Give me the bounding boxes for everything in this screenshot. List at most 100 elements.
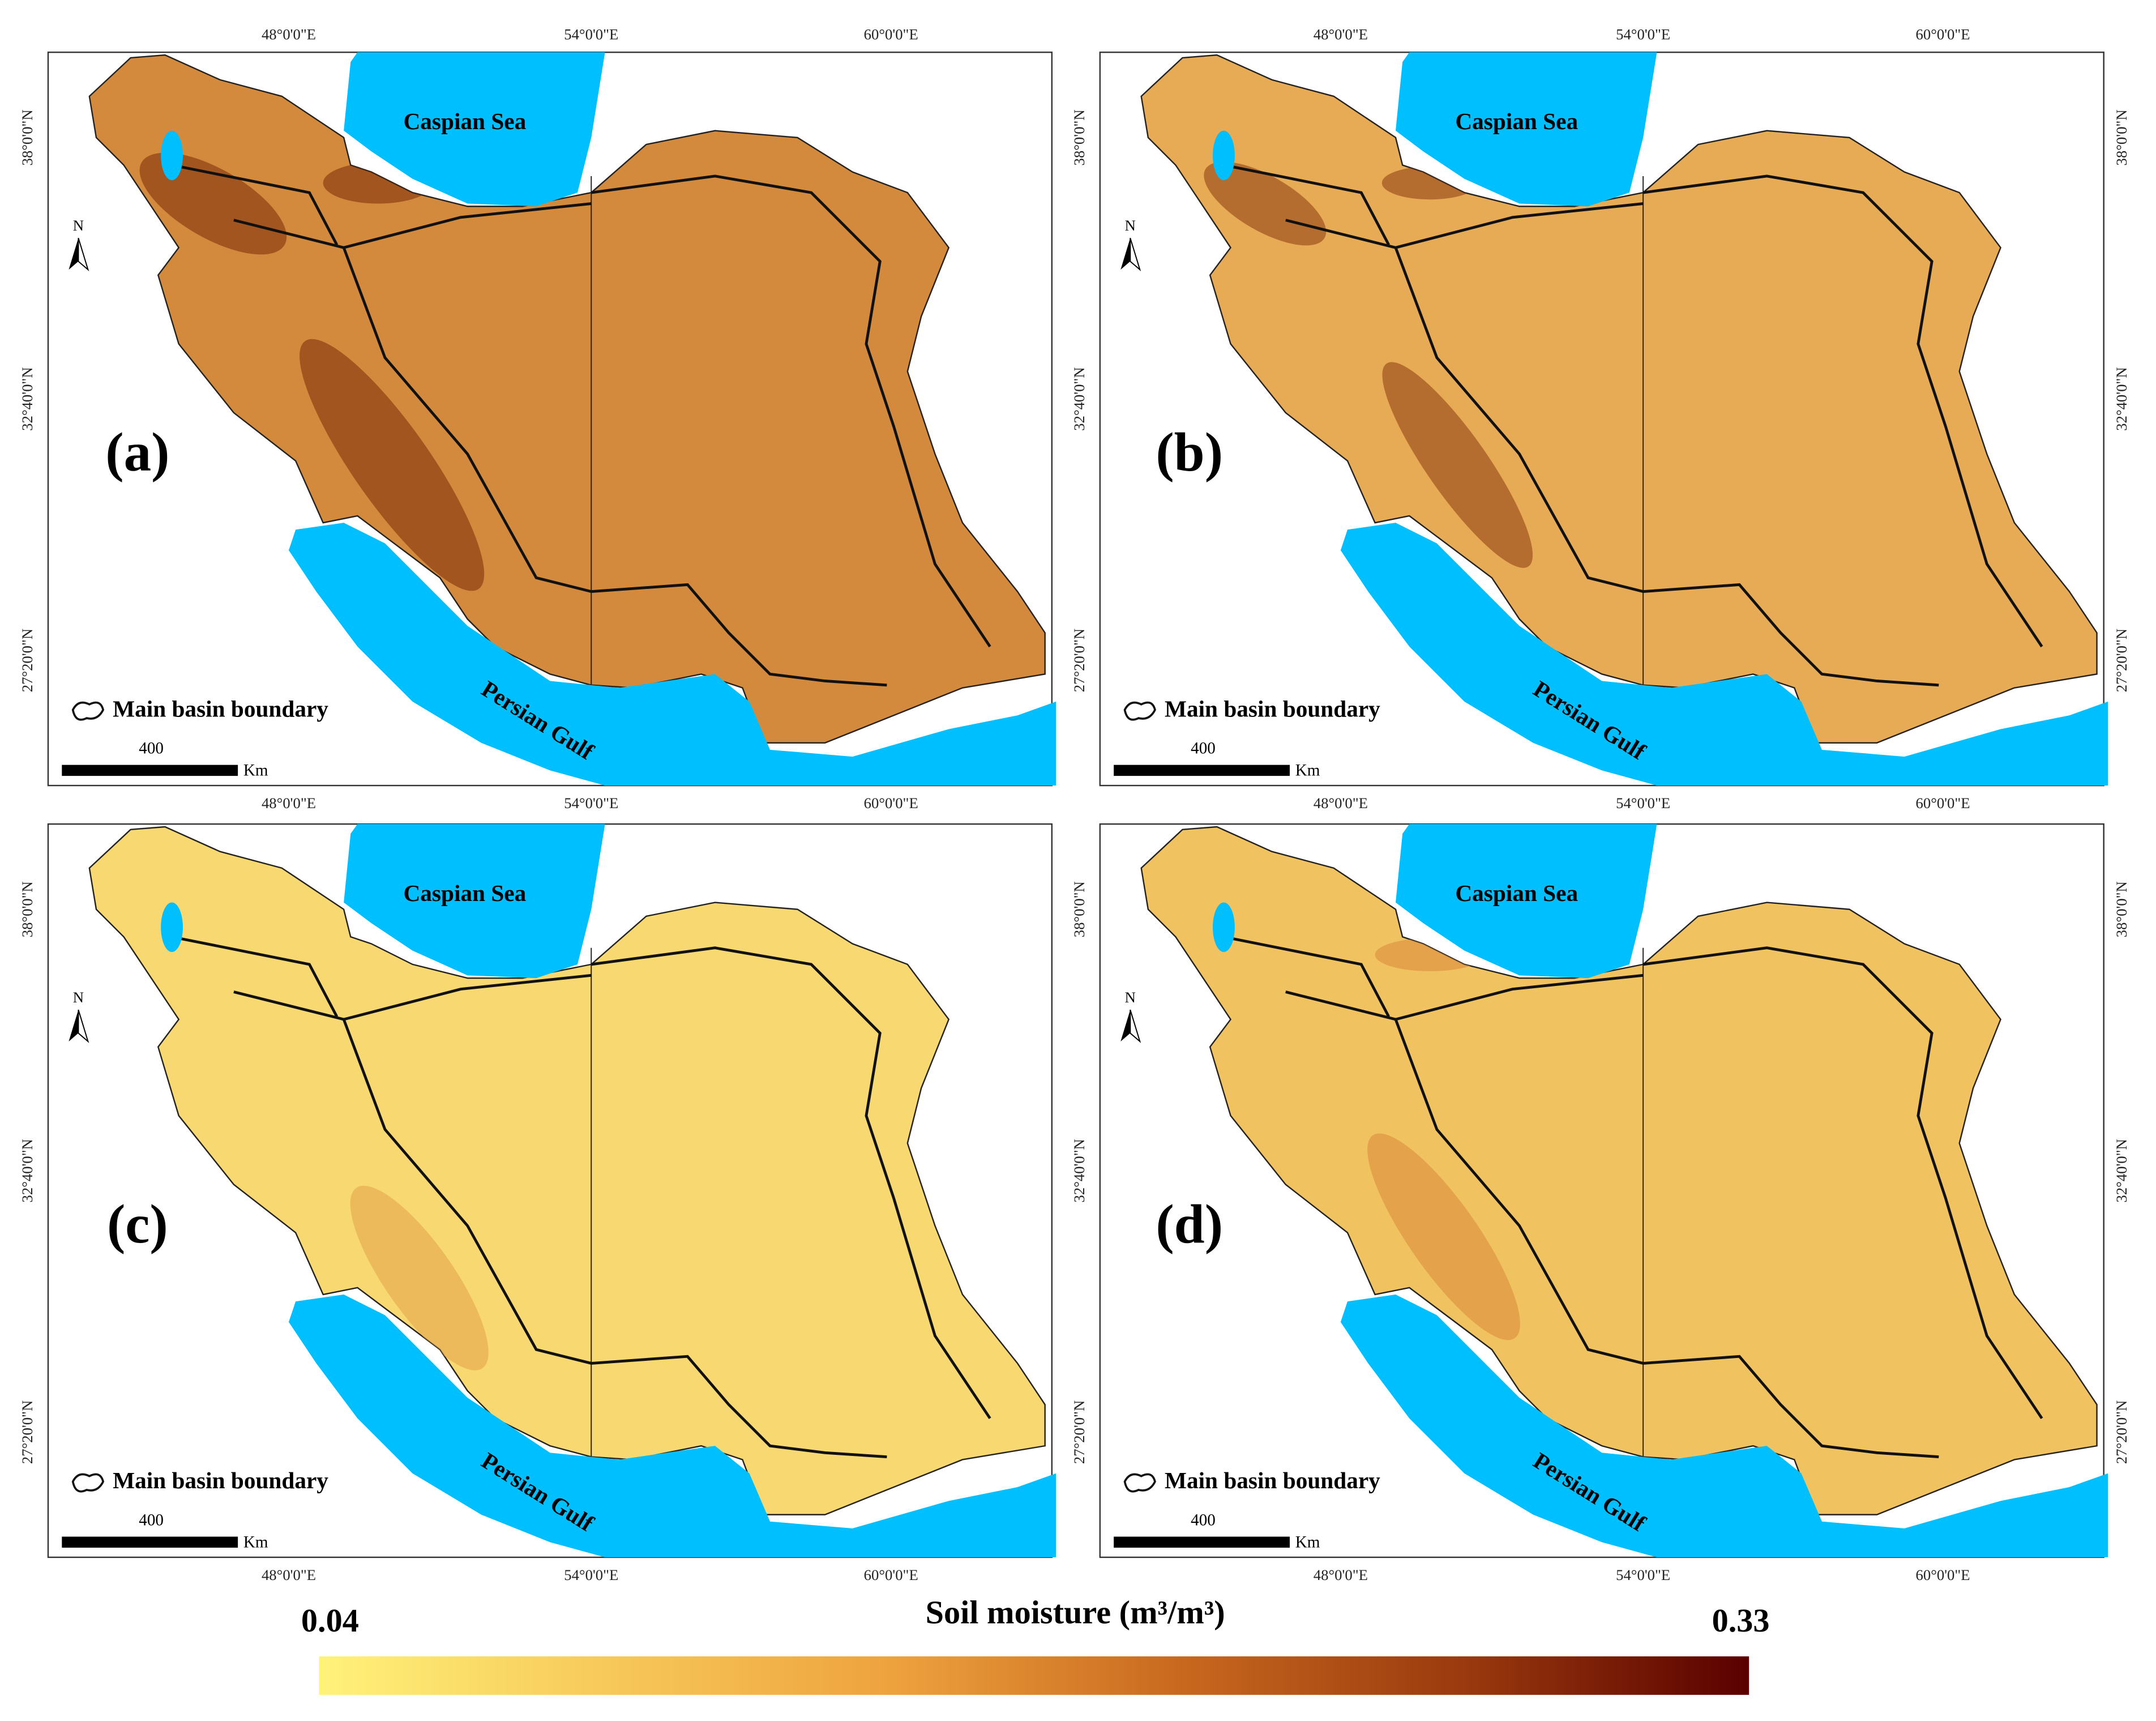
north-label: N xyxy=(73,217,84,234)
lat-label: 32°40'0"N xyxy=(1071,1139,1088,1202)
scale-bar xyxy=(1114,765,1290,776)
lat-label: 32°40'0"N xyxy=(19,1139,36,1202)
lon-label: 48°0'0"E xyxy=(262,25,316,42)
shade-group xyxy=(350,1185,489,1370)
scale-bar xyxy=(62,1536,238,1548)
lat-label: 38°0'0"N xyxy=(2113,881,2130,937)
wet-zone xyxy=(300,339,485,591)
scale-unit: Km xyxy=(1295,761,1320,779)
scale-unit: Km xyxy=(1295,1533,1320,1551)
lon-label: 54°0'0"E xyxy=(1616,25,1670,42)
scale-value: 400 xyxy=(139,1511,164,1529)
lat-label: 27°20'0"N xyxy=(2113,629,2130,692)
panel-label: (a) xyxy=(105,422,169,483)
persian-gulf xyxy=(1340,1294,2108,1557)
caspian-sea xyxy=(344,52,605,207)
persian-gulf xyxy=(1340,523,2108,786)
wet-zone xyxy=(139,152,287,255)
lat-label: 32°40'0"N xyxy=(2113,367,2130,430)
basin-boundary xyxy=(172,164,339,246)
caspian-sea xyxy=(344,824,605,979)
lat-label: 38°0'0"N xyxy=(1071,109,1088,165)
lon-label: 48°0'0"E xyxy=(262,1566,316,1583)
lake-urmia xyxy=(1213,902,1235,953)
north-label: N xyxy=(1125,217,1136,234)
lat-label: 27°20'0"N xyxy=(19,629,36,692)
lat-label: 38°0'0"N xyxy=(19,881,36,937)
basin-boundary xyxy=(1285,990,1939,1459)
basin-boundary xyxy=(1395,202,1644,249)
sea-label: Caspian Sea xyxy=(1455,880,1578,906)
north-arrow xyxy=(1120,1010,1131,1041)
north-label: N xyxy=(1125,989,1136,1006)
scale-unit: Km xyxy=(243,761,268,779)
basin-boundary xyxy=(1285,219,1939,687)
scale-bar xyxy=(62,765,238,776)
scale-unit: Km xyxy=(243,1533,268,1551)
lat-label: 32°40'0"N xyxy=(19,367,36,430)
legend-icon xyxy=(1123,1473,1156,1493)
lon-label: 60°0'0"E xyxy=(864,25,918,42)
sea-label: Caspian Sea xyxy=(1455,108,1578,134)
lon-label: 48°0'0"E xyxy=(1314,795,1368,812)
basin-boundary xyxy=(233,219,887,687)
scale-bar xyxy=(1114,1536,1290,1548)
lon-label: 60°0'0"E xyxy=(1916,25,1970,42)
wet-zone xyxy=(1367,1133,1520,1340)
lat-label: 38°0'0"N xyxy=(19,109,36,165)
legend-label: Main basin boundary xyxy=(113,1467,328,1493)
lon-label: 48°0'0"E xyxy=(1314,1566,1368,1583)
lat-label: 38°0'0"N xyxy=(2113,109,2130,165)
basin-boundary xyxy=(172,935,339,1018)
basin-boundary xyxy=(233,990,887,1459)
persian-gulf xyxy=(289,1294,1056,1557)
panel-label: (c) xyxy=(107,1194,168,1255)
lat-label: 27°20'0"N xyxy=(19,1400,36,1464)
basin-boundary xyxy=(591,946,991,1419)
lake-urmia xyxy=(161,902,183,953)
caspian-sea xyxy=(1396,52,1657,207)
lat-label: 27°20'0"N xyxy=(1071,1400,1088,1464)
basin-boundary xyxy=(1223,935,1391,1018)
lake-urmia xyxy=(161,130,183,181)
basin-boundary xyxy=(1395,973,1644,1021)
north-label: N xyxy=(73,989,84,1006)
north-arrow xyxy=(69,1010,79,1041)
lon-label: 54°0'0"E xyxy=(564,1566,618,1583)
lon-label: 54°0'0"E xyxy=(564,795,618,812)
panel-label: (b) xyxy=(1156,422,1223,483)
colorbar-title: Soil moisture (m³/m³) xyxy=(926,1594,1225,1631)
basin-boundary xyxy=(591,174,991,648)
colorbar-min-label: 0.04 xyxy=(301,1602,359,1639)
colorbar xyxy=(319,1656,1749,1695)
lat-label: 27°20'0"N xyxy=(1071,629,1088,692)
north-arrow xyxy=(78,237,89,272)
north-arrow xyxy=(1130,237,1141,272)
lake-urmia xyxy=(1213,130,1235,181)
legend-label: Main basin boundary xyxy=(1165,695,1380,721)
lat-label: 32°40'0"N xyxy=(1071,367,1088,430)
north-arrow xyxy=(1130,1009,1141,1043)
lon-label: 54°0'0"E xyxy=(1616,795,1670,812)
colorbar-max-label: 0.33 xyxy=(1712,1602,1770,1639)
lon-label: 54°0'0"E xyxy=(564,25,618,42)
legend-icon xyxy=(71,1473,105,1493)
legend-icon xyxy=(71,701,105,721)
wet-zone xyxy=(1382,362,1533,568)
lon-label: 48°0'0"E xyxy=(1314,25,1368,42)
lon-label: 48°0'0"E xyxy=(262,795,316,812)
persian-gulf xyxy=(289,523,1056,786)
lat-label: 38°0'0"N xyxy=(1071,881,1088,937)
legend-label: Main basin boundary xyxy=(113,695,328,721)
north-arrow xyxy=(78,1009,89,1043)
basin-boundary xyxy=(1642,174,2043,648)
wet-zone xyxy=(350,1185,489,1370)
basin-boundary xyxy=(343,973,592,1021)
lon-label: 60°0'0"E xyxy=(864,795,918,812)
sea-label: Caspian Sea xyxy=(403,880,526,906)
